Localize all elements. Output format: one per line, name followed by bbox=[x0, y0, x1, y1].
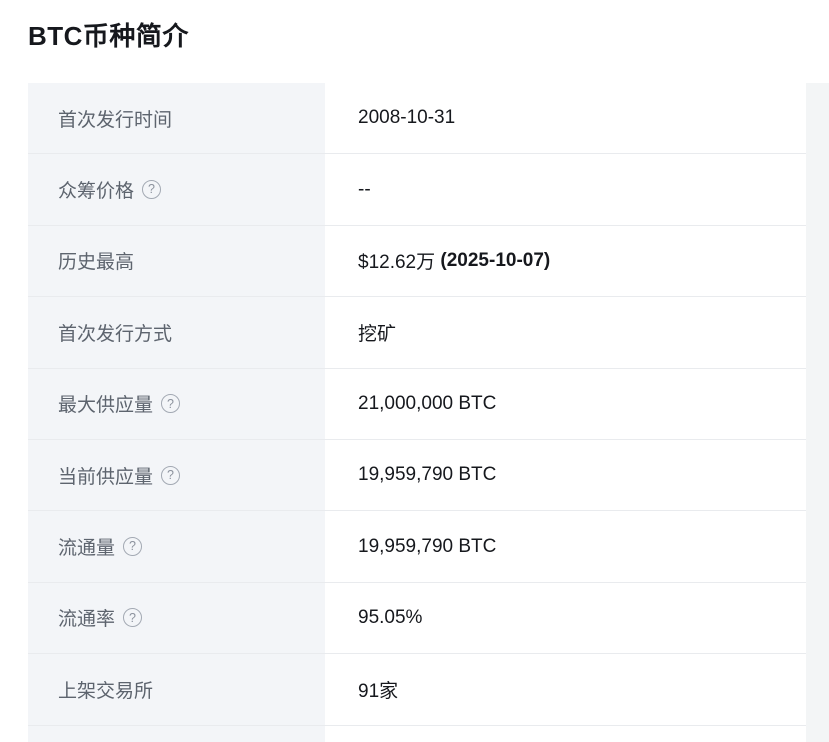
row-label: 最大供应量 bbox=[58, 395, 154, 417]
row-label-cell bbox=[28, 725, 325, 742]
row-value-cell: 2008-10-31 bbox=[325, 83, 806, 154]
row-value-cell: 91家 bbox=[325, 654, 806, 725]
row-value: 21,000,000 BTC bbox=[358, 392, 497, 414]
row-value-cell: 19,959,790 BTC bbox=[325, 439, 806, 511]
row-value-cell: 19,959,790 BTC bbox=[325, 511, 806, 582]
row-label-cell: 当前供应量 ? bbox=[28, 439, 325, 511]
row-value: 19,959,790 BTC bbox=[358, 464, 497, 486]
row-label-cell: 首次发行时间 bbox=[28, 83, 325, 154]
row-value: $12.62万 bbox=[358, 252, 436, 274]
help-icon[interactable]: ? bbox=[161, 465, 181, 485]
row-label: 首次发行时间 bbox=[58, 109, 173, 131]
row-label: 众筹价格 bbox=[58, 181, 135, 203]
table-row: 首次发行方式 挖矿 bbox=[28, 297, 806, 369]
help-icon[interactable]: ? bbox=[142, 180, 162, 200]
row-label: 首次发行方式 bbox=[58, 323, 173, 345]
table-row: 众筹价格 ? -- bbox=[28, 154, 806, 226]
table-row: 最大供应量 ? 21,000,000 BTC bbox=[28, 368, 806, 440]
help-icon[interactable]: ? bbox=[161, 394, 181, 414]
row-label: 当前供应量 bbox=[58, 466, 154, 488]
table-row: 上架交易所 91家 bbox=[28, 654, 806, 726]
row-value-cell: 21,000,000 BTC bbox=[325, 368, 806, 439]
row-value: 91家 bbox=[358, 680, 399, 702]
table-row: 首次发行时间 2008-10-31 bbox=[28, 83, 806, 155]
row-value: 19,959,790 BTC bbox=[358, 535, 497, 557]
table-row: 流通量 ? 19,959,790 BTC bbox=[28, 511, 806, 583]
row-value: 95.05% bbox=[358, 606, 423, 628]
row-value: 挖矿 bbox=[358, 323, 397, 345]
row-label: 历史最高 bbox=[58, 252, 135, 274]
row-value-cell: 挖矿 bbox=[325, 297, 806, 368]
row-label: 上架交易所 bbox=[58, 680, 154, 702]
table-row: 流通率 ? 95.05% bbox=[28, 582, 806, 655]
page-background-strip bbox=[806, 83, 829, 742]
row-value-cell: 95.05% bbox=[325, 582, 806, 654]
row-label-cell: 最大供应量 ? bbox=[28, 368, 325, 439]
row-value-cell bbox=[325, 725, 806, 742]
row-label-cell: 首次发行方式 bbox=[28, 297, 325, 368]
row-label: 流通量 bbox=[58, 538, 116, 560]
page-title: BTC币种简介 bbox=[28, 21, 189, 51]
row-value: -- bbox=[358, 178, 371, 200]
table-row-partial bbox=[28, 725, 806, 742]
row-label-cell: 流通率 ? bbox=[28, 582, 325, 654]
row-label-cell: 历史最高 bbox=[28, 225, 325, 297]
row-label-cell: 众筹价格 ? bbox=[28, 154, 325, 225]
row-value-date: (2025-10-07) bbox=[435, 249, 551, 271]
table-row: 历史最高 $12.62万 (2025-10-07) bbox=[28, 225, 806, 298]
row-label-cell: 上架交易所 bbox=[28, 654, 325, 725]
help-icon[interactable]: ? bbox=[123, 537, 143, 557]
row-value: 2008-10-31 bbox=[358, 107, 456, 129]
help-icon[interactable]: ? bbox=[123, 608, 143, 628]
coin-info-table: 首次发行时间 2008-10-31 众筹价格 ? -- 历史最高 $12.62万… bbox=[28, 83, 806, 742]
row-label: 流通率 bbox=[58, 609, 116, 631]
row-label-cell: 流通量 ? bbox=[28, 511, 325, 582]
row-value-cell: -- bbox=[325, 154, 806, 225]
row-value-cell: $12.62万 (2025-10-07) bbox=[325, 225, 806, 297]
table-row: 当前供应量 ? 19,959,790 BTC bbox=[28, 439, 806, 512]
